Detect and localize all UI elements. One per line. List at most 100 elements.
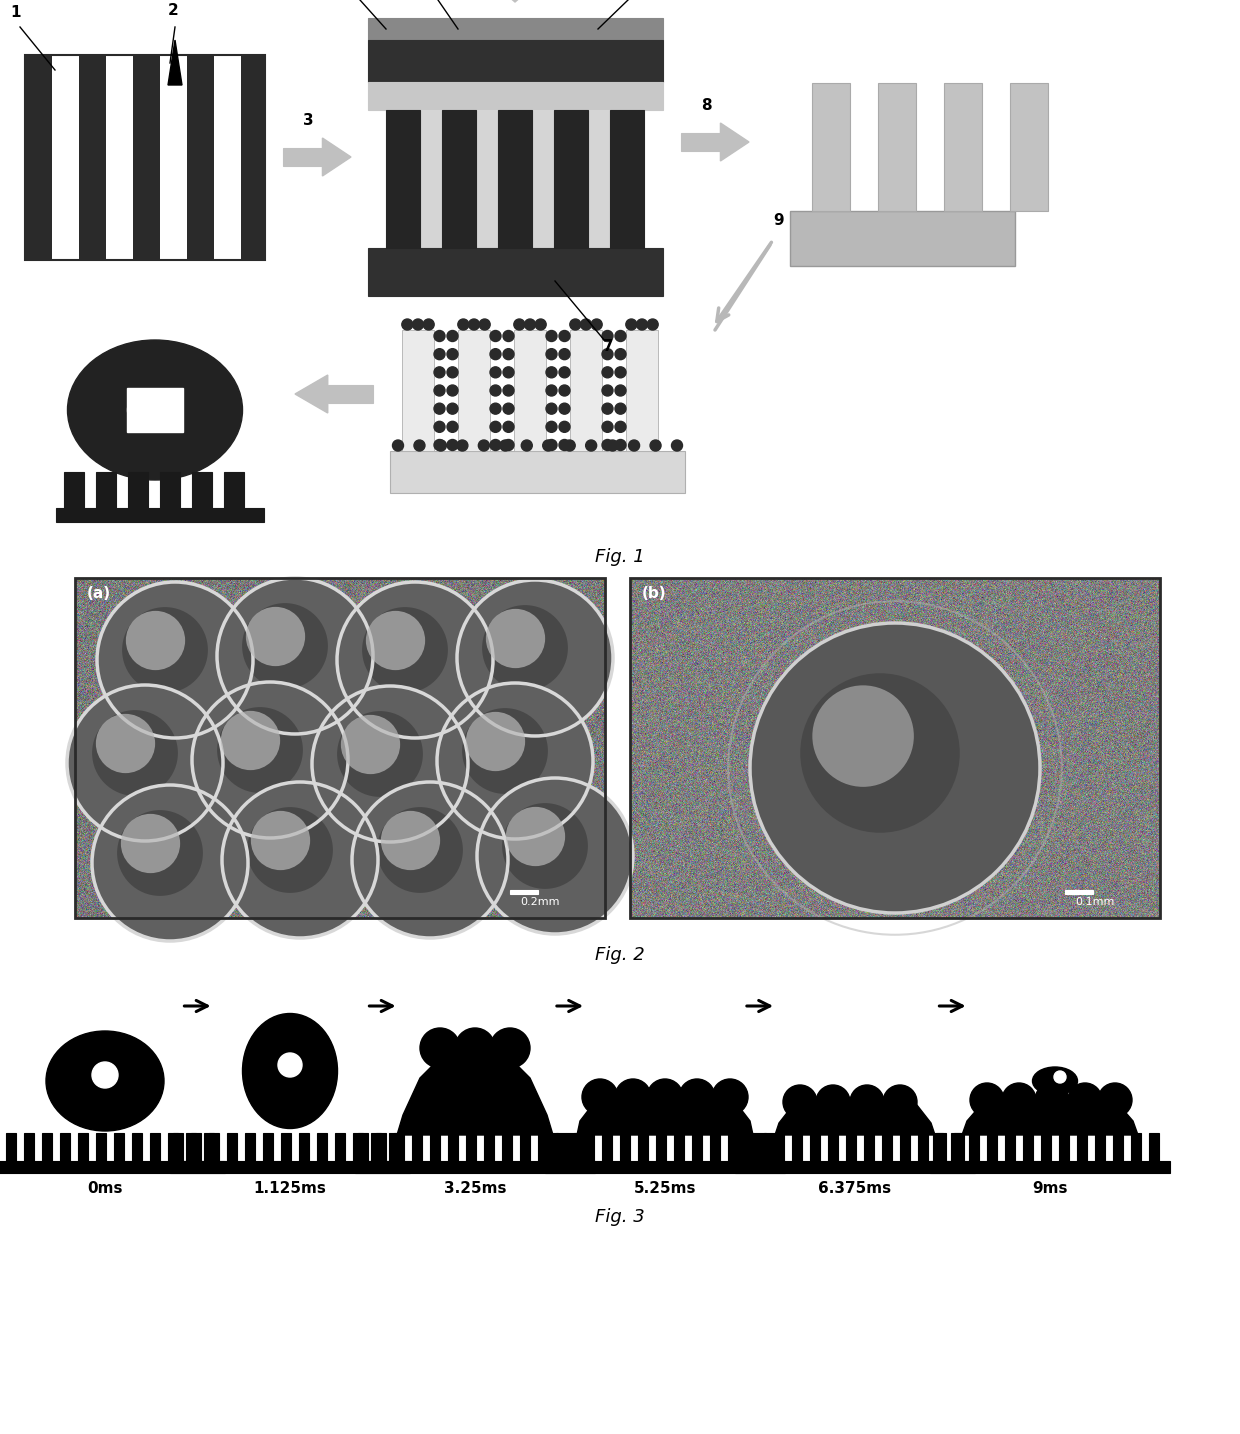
Circle shape [582,1078,618,1116]
Bar [227,1133,237,1162]
Bar [191,1133,201,1162]
Bar [790,211,1016,265]
Ellipse shape [1033,1067,1078,1096]
Bar [774,1133,784,1162]
Bar [56,508,264,522]
Bar [128,472,148,521]
Text: 3.25ms: 3.25ms [444,1182,506,1196]
Circle shape [601,367,613,377]
Bar [656,1133,666,1162]
Bar [846,1133,856,1162]
Circle shape [479,440,490,452]
Circle shape [559,367,570,377]
Bar [626,330,658,452]
Circle shape [672,440,682,452]
Bar [224,472,244,521]
Circle shape [680,1078,715,1116]
Ellipse shape [476,265,498,287]
Circle shape [377,807,463,893]
Circle shape [92,710,177,796]
Circle shape [337,711,423,797]
Circle shape [712,1078,748,1116]
Text: 1.125ms: 1.125ms [253,1182,326,1196]
Circle shape [1035,1083,1069,1117]
Circle shape [506,807,565,866]
Circle shape [458,318,469,330]
Bar [95,472,117,521]
Bar [968,1133,980,1162]
Circle shape [434,403,445,414]
Circle shape [536,318,546,330]
Circle shape [490,1028,529,1068]
Bar [620,1133,630,1162]
Bar [95,1133,105,1162]
Bar [394,1133,404,1162]
Bar [210,1133,219,1162]
Bar [64,472,84,521]
Bar [1114,1133,1123,1162]
Circle shape [570,318,580,330]
Circle shape [217,707,303,793]
Bar [281,1133,291,1162]
Bar [192,472,212,521]
Circle shape [337,582,494,739]
Text: 5.25ms: 5.25ms [634,1182,696,1196]
Bar [368,19,663,40]
Circle shape [750,622,1040,913]
Circle shape [434,330,445,341]
Circle shape [615,384,626,396]
Bar [548,1133,558,1162]
Circle shape [816,1086,849,1119]
Polygon shape [167,40,182,85]
Circle shape [503,422,515,432]
Circle shape [812,685,914,787]
Circle shape [222,782,378,938]
Circle shape [413,318,424,330]
Circle shape [490,403,501,414]
Bar [944,83,982,211]
Bar [391,452,684,493]
Circle shape [546,439,557,450]
Circle shape [434,422,445,432]
Circle shape [503,367,515,377]
Text: 0.2mm: 0.2mm [520,898,559,906]
Bar [610,110,644,248]
Ellipse shape [243,1014,337,1129]
Circle shape [601,384,613,396]
Ellipse shape [46,1031,164,1131]
Circle shape [67,685,223,840]
Bar [215,54,241,260]
Circle shape [247,807,332,893]
Circle shape [126,611,185,670]
Bar [1059,1133,1069,1162]
Circle shape [591,318,603,330]
Text: 1: 1 [10,4,21,20]
Text: 0ms: 0ms [87,1182,123,1196]
Circle shape [455,1028,495,1068]
Bar [386,110,420,248]
Circle shape [482,605,568,691]
Bar [546,1162,785,1173]
Bar [79,54,105,260]
Bar [167,1133,179,1162]
Bar [131,1133,143,1162]
Polygon shape [295,376,327,413]
Bar [376,1133,386,1162]
Circle shape [559,384,570,396]
Circle shape [615,422,626,432]
Circle shape [546,403,557,414]
Polygon shape [322,138,351,176]
Bar [570,330,601,452]
Bar [630,578,1159,918]
Bar [738,1133,748,1162]
Bar [430,1133,440,1162]
Circle shape [192,683,348,837]
Bar [792,1133,802,1162]
Bar [810,1133,820,1162]
Bar [368,40,663,82]
Circle shape [615,1078,651,1116]
Circle shape [546,330,557,341]
Bar [114,1133,124,1162]
Bar [327,386,373,403]
Bar [358,1133,368,1162]
